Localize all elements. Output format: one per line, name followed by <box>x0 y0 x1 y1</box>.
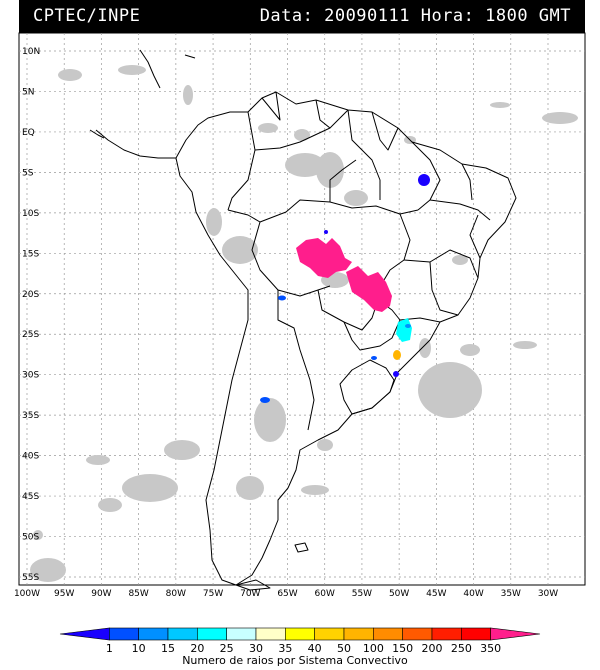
latitude-labels: 10N 5N EQ 5S 10S 15S 20S 25S 30S 35S 40S 45S 50S 55S <box>22 47 40 583</box>
latitude-label: 30S <box>22 371 39 381</box>
longitude-label: 80W <box>166 589 186 599</box>
convective-systems <box>260 174 430 403</box>
colorbar-swatch <box>314 627 345 641</box>
longitude-label: 30W <box>538 589 558 599</box>
lightning-cell-350-2 <box>346 266 392 312</box>
latitude-label: 15S <box>22 249 39 259</box>
lightning-cell-350 <box>296 238 352 278</box>
colorbar-swatch <box>109 627 139 641</box>
latitude-label: 10S <box>22 209 39 219</box>
latitude-label: 45S <box>22 492 39 502</box>
longitude-label: 70W <box>240 589 260 599</box>
colorbar-tick-label: 250 <box>451 642 472 655</box>
longitude-labels: 100W 95W 90W 85W 80W 75W 70W 65W 60W 55W 50W 45W 40W… <box>14 589 558 599</box>
lightning-cell-1-3 <box>324 230 328 234</box>
longitude-label: 90W <box>91 589 111 599</box>
graticule <box>19 33 585 585</box>
longitude-label: 55W <box>352 589 372 599</box>
colorbar-swatch <box>402 627 433 641</box>
colorbar-swatch <box>138 627 169 641</box>
cloud-cover <box>30 65 578 582</box>
colorbar-tick-label: 20 <box>190 642 204 655</box>
colorbar-tick-label: 100 <box>363 642 384 655</box>
longitude-label: 85W <box>128 589 148 599</box>
colorbar-swatch <box>197 627 227 641</box>
latitude-label: 20S <box>22 290 39 300</box>
latitude-label: 50S <box>22 533 39 543</box>
colorbar-swatch <box>343 627 374 641</box>
lightning-cell-100 <box>393 350 401 360</box>
lightning-cell-10-2 <box>278 295 286 301</box>
colorbar-swatch <box>226 627 257 641</box>
colorbar-swatch <box>431 627 462 641</box>
colorbar-swatch <box>59 627 110 641</box>
colorbar-tick-label: 1 <box>106 642 113 655</box>
latitude-label: 25S <box>22 330 39 340</box>
latitude-label: 35S <box>22 411 39 421</box>
longitude-label: 45W <box>426 589 446 599</box>
colorbar: 1 10 15 20 25 30 35 40 50 100 150 200 250 350 Numero … <box>59 627 541 667</box>
colorbar-swatch <box>373 627 403 641</box>
colorbar-title: Numero de raios por Sistema Convectivo <box>182 654 408 667</box>
colorbar-tick-label: 40 <box>308 642 322 655</box>
colorbar-tick-label: 10 <box>132 642 146 655</box>
colorbar-tick-label: 150 <box>392 642 413 655</box>
colorbar-tick-label: 25 <box>220 642 234 655</box>
colorbar-tick-label: 50 <box>337 642 351 655</box>
latitude-label: 5N <box>22 87 34 97</box>
longitude-label: 40W <box>463 589 483 599</box>
lightning-cell-10-3 <box>371 356 377 360</box>
colorbar-tick-label: 30 <box>249 642 263 655</box>
header-datetime: Data: 20090111 Hora: 1800 GMT <box>259 6 571 26</box>
latitude-label: 55S <box>22 573 39 583</box>
colorbar-swatch <box>490 627 541 641</box>
colorbar-swatch <box>167 627 198 641</box>
latitude-label: 10N <box>22 47 40 57</box>
longitude-label: 95W <box>54 589 74 599</box>
map-frame <box>18 32 586 586</box>
coastlines <box>89 49 517 591</box>
lightning-cell-10 <box>260 397 270 403</box>
latitude-label: EQ <box>22 128 35 138</box>
lightning-cell-1 <box>418 174 430 186</box>
longitude-label: 100W <box>14 589 40 599</box>
latitude-label: 5S <box>22 168 34 178</box>
longitude-label: 75W <box>203 589 223 599</box>
longitude-label: 65W <box>277 589 297 599</box>
colorbar-swatch <box>255 627 286 641</box>
longitude-label: 60W <box>315 589 335 599</box>
lightning-cell-1-2 <box>393 371 399 377</box>
colorbar-swatch <box>285 627 315 641</box>
colorbar-tick-label: 35 <box>278 642 292 655</box>
colorbar-ticks: 1 10 15 20 25 30 35 40 50 100 150 200 250 350 <box>106 642 501 655</box>
longitude-label: 50W <box>389 589 409 599</box>
latitude-label: 40S <box>22 452 39 462</box>
colorbar-swatches <box>59 627 541 641</box>
header-source: CPTEC/INPE <box>33 6 141 26</box>
colorbar-tick-label: 15 <box>161 642 175 655</box>
colorbar-swatch <box>461 627 491 641</box>
colorbar-tick-label: 200 <box>422 642 443 655</box>
longitude-label: 35W <box>501 589 521 599</box>
map-header: CPTEC/INPE Data: 20090111 Hora: 1800 GMT <box>19 0 585 33</box>
lightning-cell-15 <box>405 324 411 328</box>
colorbar-tick-label: 350 <box>480 642 501 655</box>
